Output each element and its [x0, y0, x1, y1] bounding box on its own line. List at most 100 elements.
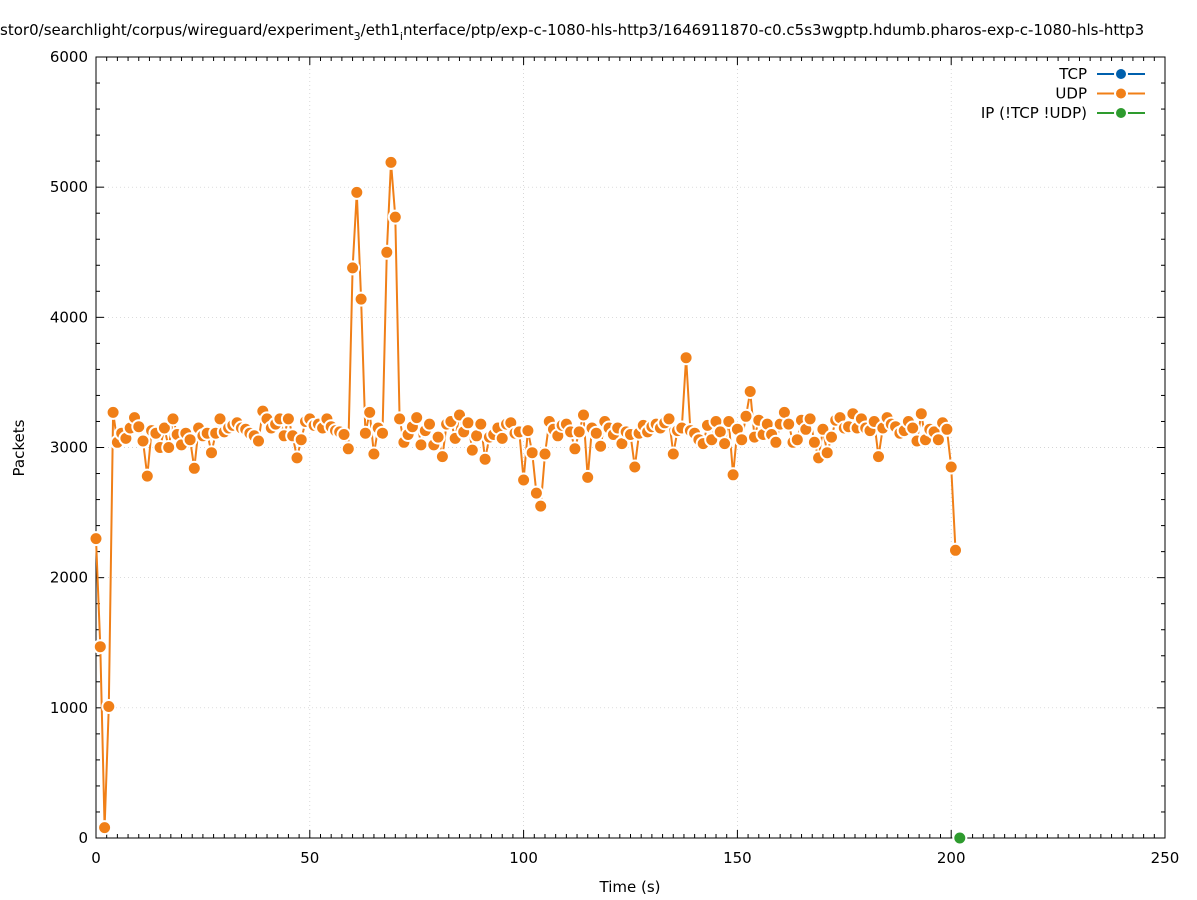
data-point	[340, 441, 356, 457]
axis-ticks: 0 50 100 150 200 250 0 1000 2000 3000 4000 5000 6000	[50, 48, 1180, 867]
x-tick-label: 250	[1151, 849, 1180, 867]
data-point	[520, 423, 536, 439]
data-point	[422, 416, 437, 432]
data-point	[186, 460, 202, 476]
legend-label: IP (!TCP !UDP)	[981, 104, 1087, 122]
data-point	[353, 291, 369, 307]
data-point	[494, 430, 510, 446]
data-point	[678, 350, 694, 366]
data-point	[789, 432, 805, 448]
data-point	[280, 411, 296, 427]
title-part-2: /eth1	[361, 21, 400, 39]
data-point	[661, 411, 677, 427]
title-part-1: /stor0/searchlight/corpus/wireguard/expe…	[0, 21, 354, 39]
data-point	[336, 427, 352, 442]
data-point	[139, 468, 155, 484]
data-point	[251, 433, 266, 449]
data-point	[212, 411, 228, 427]
data-point	[182, 432, 198, 448]
data-point	[948, 542, 963, 558]
title-part-3: nterface/ptp/exp-c-1080-hls-http3/164691…	[403, 21, 1144, 39]
data-point	[742, 384, 758, 399]
y-tick-label: 2000	[50, 569, 88, 587]
data-point	[943, 459, 959, 475]
data-point	[824, 429, 839, 445]
y-tick-label: 4000	[50, 308, 88, 326]
data-point	[516, 472, 532, 488]
y-tick-label: 1000	[50, 699, 88, 717]
data-point	[434, 449, 450, 465]
x-tick-label: 50	[300, 849, 319, 867]
data-point	[806, 434, 822, 450]
data-point	[430, 429, 446, 445]
data-point	[939, 421, 955, 437]
data-point	[366, 446, 382, 462]
title-sub-1: 3	[354, 30, 361, 43]
series-1	[88, 154, 963, 836]
data-point	[871, 449, 886, 465]
data-point	[409, 410, 425, 426]
data-point	[88, 531, 104, 547]
data-point	[349, 184, 365, 200]
data-point	[768, 434, 784, 450]
data-point	[781, 416, 797, 432]
data-point	[165, 411, 181, 427]
x-tick-label: 0	[91, 849, 101, 867]
data-point	[528, 485, 544, 501]
data-point	[533, 498, 549, 514]
data-point	[952, 830, 968, 846]
data-point	[627, 459, 643, 475]
data-point	[101, 699, 117, 714]
data-point	[819, 445, 835, 461]
legend-marker	[1114, 86, 1128, 101]
data-point	[345, 260, 361, 276]
data-point	[362, 404, 378, 420]
data-point	[92, 639, 108, 655]
y-axis-label: Packets	[10, 419, 28, 476]
title-sub-2: i	[400, 30, 403, 43]
data-point	[379, 244, 395, 260]
y-tick-label: 6000	[50, 48, 88, 66]
data-point	[460, 415, 476, 431]
data-point	[135, 433, 151, 449]
data-point	[913, 406, 929, 422]
chart-title: /stor0/searchlight/corpus/wireguard/expe…	[0, 21, 1144, 43]
y-tick-label: 3000	[50, 439, 88, 457]
data-point	[738, 408, 754, 424]
data-point	[717, 436, 733, 452]
data-point	[665, 446, 681, 462]
data-point	[734, 432, 750, 448]
data-point	[576, 407, 591, 423]
x-tick-label: 150	[723, 849, 752, 867]
data-point	[725, 467, 741, 483]
legend-label: TCP	[1058, 65, 1087, 83]
data-point	[571, 424, 587, 440]
data-point	[905, 420, 921, 436]
data-point	[588, 425, 604, 441]
data-point	[289, 450, 305, 466]
data-point	[473, 416, 489, 432]
x-axis-label: Time (s)	[599, 878, 661, 896]
data-point	[580, 469, 596, 485]
data-point	[375, 425, 390, 441]
data-point	[524, 445, 540, 461]
data-point	[293, 432, 309, 448]
data-point	[387, 209, 403, 225]
series-layer	[88, 154, 968, 846]
data-point	[567, 441, 583, 457]
x-tick-label: 200	[937, 849, 966, 867]
data-point	[383, 154, 399, 170]
y-tick-label: 0	[78, 829, 88, 847]
data-point	[156, 420, 172, 436]
data-point	[161, 440, 177, 455]
data-point	[413, 437, 429, 453]
x-tick-label: 100	[509, 849, 538, 867]
data-point	[802, 411, 818, 427]
data-point	[204, 445, 219, 461]
data-point	[392, 411, 408, 427]
data-point	[537, 446, 553, 462]
legend-marker	[1114, 106, 1128, 120]
data-point	[593, 438, 609, 454]
